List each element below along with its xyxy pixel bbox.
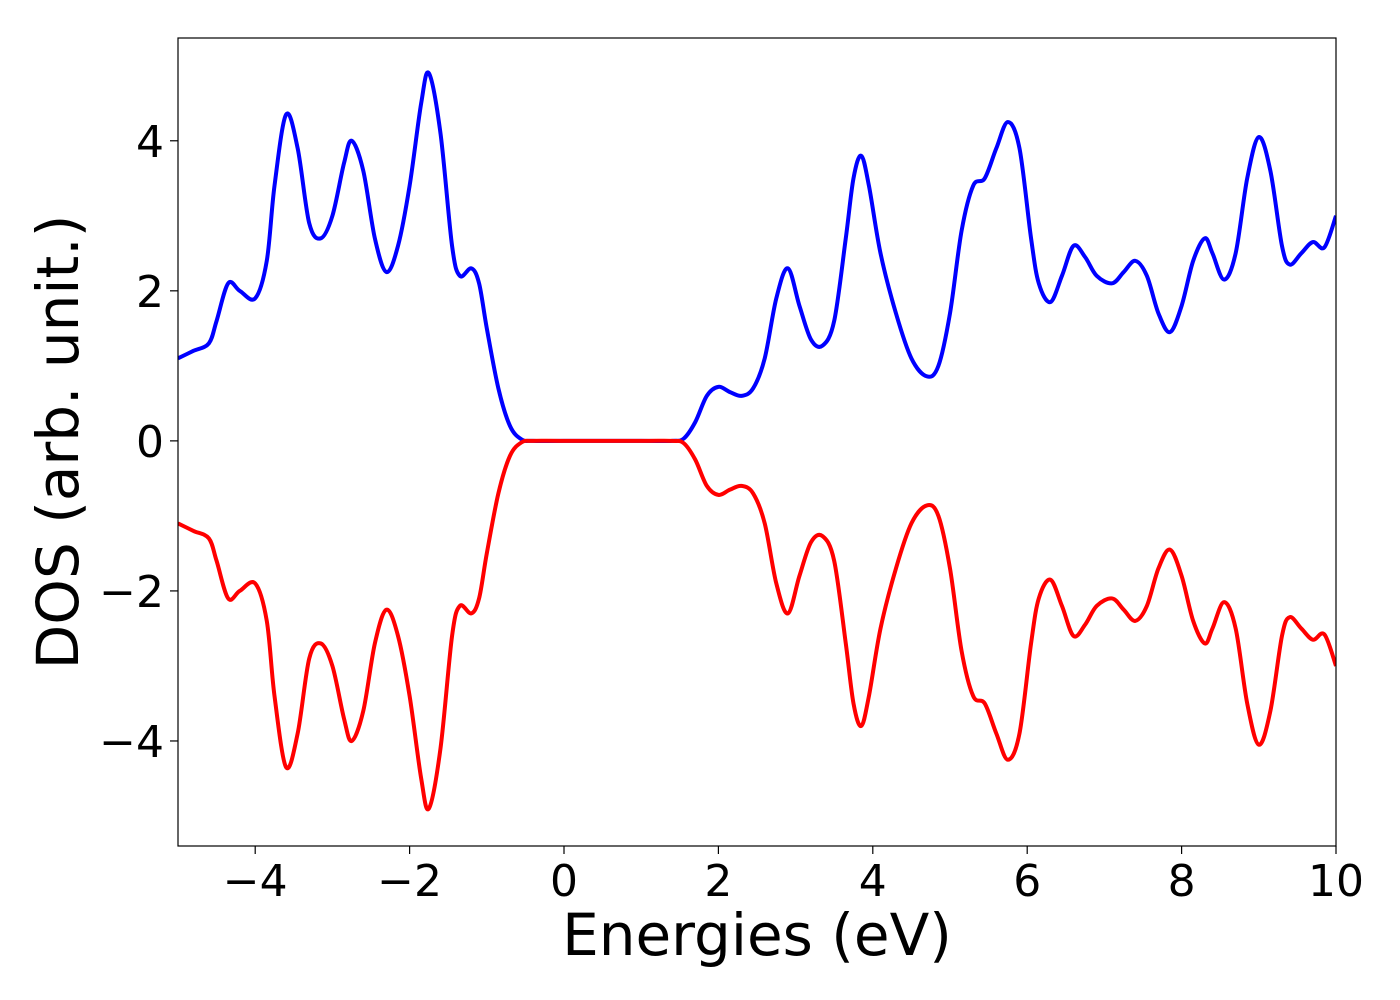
y-tick-label: −4 <box>99 717 164 768</box>
y-tick-label: −2 <box>99 567 164 618</box>
x-tick-label: 10 <box>1308 856 1364 907</box>
y-tick-label: 0 <box>136 417 164 468</box>
dos-curve <box>178 70 1336 444</box>
curves <box>178 70 1336 812</box>
dos-curve <box>178 438 1336 812</box>
y-tick-label: 2 <box>136 267 164 318</box>
plot-frame <box>177 37 1337 847</box>
x-tick-label: −2 <box>377 856 442 907</box>
x-tick-label: 4 <box>859 856 887 907</box>
x-tick-label: 0 <box>550 856 578 907</box>
x-axis-label: Energies (eV) <box>562 901 952 969</box>
x-tick-label: 2 <box>704 856 732 907</box>
x-tick-label: 8 <box>1168 856 1196 907</box>
y-tick-label: 4 <box>136 117 164 168</box>
x-tick-label: −4 <box>223 856 288 907</box>
x-tick-label: 6 <box>1013 856 1041 907</box>
y-axis-label: DOS (arb. unit.) <box>24 215 92 670</box>
plot-area <box>178 38 1336 846</box>
